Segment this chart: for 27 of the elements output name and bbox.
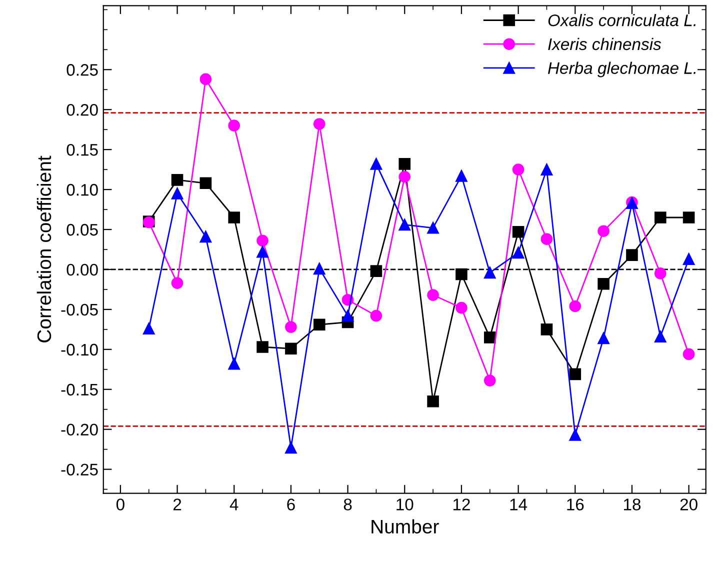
y-tick-label: 0.10 <box>66 184 98 196</box>
x-tick-label: 8 <box>344 498 352 510</box>
x-tick-label: 20 <box>680 498 698 510</box>
x-tick-label: 14 <box>510 498 528 510</box>
legend-label: Ixeris chinensis <box>548 38 662 50</box>
y-tick-label: -0.05 <box>61 304 98 316</box>
y-tick-label: 0.00 <box>66 264 98 276</box>
y-tick-label: -0.10 <box>61 344 98 356</box>
legend-label: Herba glechomae L. <box>548 62 696 78</box>
y-axis-title: Correlation coefficient <box>36 156 52 342</box>
x-tick-label: 0 <box>116 498 124 510</box>
x-tick-label: 18 <box>624 498 641 510</box>
x-tick-label: 12 <box>453 498 470 510</box>
x-axis-title: Number <box>372 519 439 534</box>
x-tick-label: 6 <box>287 498 295 510</box>
y-tick-label: -0.15 <box>61 384 98 396</box>
y-tick-label: 0.20 <box>66 104 98 116</box>
x-tick-label: 10 <box>396 498 414 510</box>
y-tick-label: 0.25 <box>66 64 98 76</box>
x-tick-label: 16 <box>567 498 584 510</box>
y-tick-label: 0.05 <box>66 224 98 236</box>
x-tick-label: 4 <box>230 498 238 510</box>
y-tick-label: -0.20 <box>61 424 98 436</box>
x-tick-label: 2 <box>173 498 182 510</box>
y-tick-label: 0.15 <box>66 144 98 156</box>
y-tick-label: -0.25 <box>61 464 98 476</box>
legend-label: Oxalis corniculata L. <box>548 14 696 26</box>
